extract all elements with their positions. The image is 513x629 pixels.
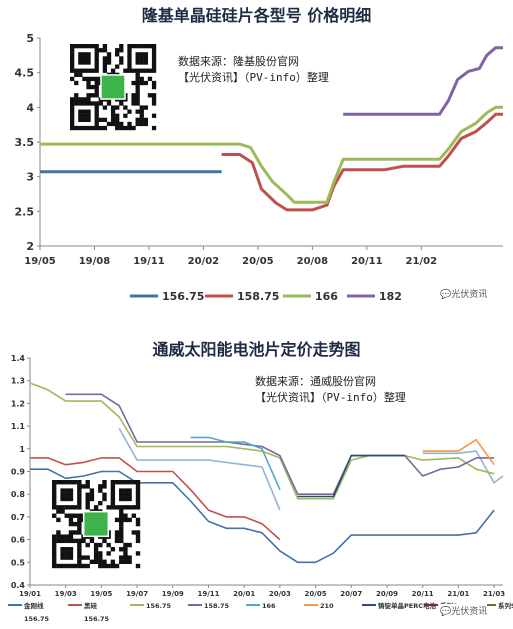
x-tick-label: 20/11	[351, 256, 383, 267]
series-line-156.75	[29, 382, 495, 500]
chart-tongwei-cell-price: 通威太阳能电池片定价走势图 0.4 0.5 0.6 0.7 0.8 0.9 1 1.1 1.2 1…	[0, 322, 513, 629]
y-tick-label: 0.6	[11, 536, 26, 545]
source-note: 数据来源：通威股份官网 【光伏资讯】（PV-info）整理	[255, 374, 406, 406]
series-line-铸锭单晶PERC电池	[297, 454, 405, 498]
chart-1-svg: 2 2.5 3 3.5 4 4.5 5 19/05 19/08 19/11 20/02 20/05 20…	[15, 32, 503, 303]
source-line-2: 【光伏资讯】（PV-info）整理	[178, 71, 329, 84]
y-tick-label: 2.5	[15, 205, 35, 218]
legend-label: 156.75	[146, 602, 172, 610]
source-note: 数据来源：隆基股份官网 【光伏资讯】（PV-info）整理	[178, 54, 329, 86]
watermark-text: 光伏资讯	[451, 290, 488, 300]
y-tick-label: 0.8	[11, 490, 26, 499]
chart-title: 通威太阳能电池片定价走势图	[152, 340, 361, 359]
legend-label: 铸锭单晶PERC电池	[378, 601, 436, 610]
x-tick-label: 19/01	[19, 590, 41, 598]
y-tick-label: 2	[26, 240, 34, 253]
x-tick-label: 19/05	[90, 590, 112, 598]
qr-logo-icon	[82, 510, 110, 538]
x-tick-label: 20/05	[305, 590, 327, 598]
series-line-extra	[422, 450, 504, 484]
y-tick-label: 0.5	[11, 558, 26, 567]
watermark-text: 光伏资讯	[451, 607, 488, 617]
legend-label: 210	[320, 602, 334, 610]
series-line-166	[190, 436, 281, 491]
y-tick-label: 4.5	[15, 67, 35, 80]
y-tick-label: 0.9	[11, 468, 26, 477]
series-line-210	[422, 438, 495, 466]
x-tick-label: 19/03	[55, 590, 77, 598]
source-line-1: 数据来源：通威股份官网	[255, 375, 376, 388]
legend-label: 158.75	[237, 290, 279, 303]
legend-label: 182	[379, 290, 402, 303]
legend-label: 166	[315, 290, 338, 303]
x-tick-label: 19/11	[197, 590, 219, 598]
y-tick-label: 3	[26, 171, 34, 184]
series-line-黑硅 156.75	[30, 457, 281, 541]
series-line-158.75	[65, 393, 495, 495]
legend-label: 156.75	[162, 290, 204, 303]
x-tick-label: 19/07	[126, 590, 148, 598]
y-tick-label: 1	[19, 445, 25, 454]
x-tick-label: 20/09	[376, 590, 398, 598]
legend-label: 156.75	[84, 615, 110, 623]
x-tick-label: 19/08	[79, 256, 111, 267]
chart-title: 隆基单晶硅硅片各型号 价格明细	[141, 6, 372, 25]
x-tick-label: 19/05	[24, 256, 56, 267]
x-tick-label: 20/01	[233, 590, 255, 598]
x-tick-label: 21/01	[447, 590, 469, 598]
chart-longi-wafer-price: 隆基单晶硅硅片各型号 价格明细 2 2.5 3 3.5 4 4.5 5 19/05 19/08 1…	[14, 6, 503, 303]
x-tick-label: 20/05	[242, 256, 274, 267]
y-tick-label: 4	[26, 101, 34, 114]
y-tick-label: 1.4	[11, 354, 26, 363]
source-line-1: 数据来源：隆基股份官网	[178, 55, 299, 68]
x-tick-label: 19/11	[133, 256, 165, 267]
qr-code	[70, 44, 157, 131]
y-tick-label: 5	[26, 32, 34, 45]
qr-code	[52, 480, 141, 569]
qr-logo-icon	[100, 74, 126, 100]
x-tick-label: 20/02	[188, 256, 220, 267]
y-tick-label: 1.1	[11, 422, 26, 431]
legend-label: 金刚线	[23, 601, 44, 610]
y-tick-label: 3.5	[15, 136, 35, 149]
watermark: 💬光伏资讯	[440, 604, 488, 617]
x-tick-label: 20/03	[269, 590, 291, 598]
x-tick-label: 20/07	[340, 590, 362, 598]
source-line-2: 【光伏资讯】（PV-info）整理	[255, 391, 406, 404]
legend-label: 158.75	[204, 602, 230, 610]
y-tick-label: 1.3	[11, 377, 25, 386]
chart-2-svg: 0.4 0.5 0.6 0.7 0.8 0.9 1 1.1 1.2 1.3 1.4 19/01 19/0…	[8, 354, 513, 623]
x-tick-label: 20/11	[412, 590, 434, 598]
series-line-158.75	[221, 112, 503, 212]
legend-label: 系列9	[498, 601, 513, 610]
wechat-icon: 💬	[440, 290, 452, 300]
watermark: 💬光伏资讯	[440, 287, 487, 300]
x-tick-label: 21/03	[483, 590, 505, 598]
x-tick-label: 20/08	[297, 256, 329, 267]
series-line-金刚线 156.75	[30, 468, 495, 564]
wechat-icon: 💬	[440, 607, 452, 617]
series-line-extra	[118, 428, 281, 511]
legend-label: 156.75	[24, 615, 50, 623]
legend-label: 166	[262, 602, 276, 610]
y-tick-label: 0.4	[11, 581, 26, 590]
series-line-182	[343, 46, 503, 116]
legend-label: 黑硅	[84, 601, 98, 610]
y-tick-label: 0.7	[11, 513, 25, 522]
separator	[0, 316, 513, 322]
y-tick-label: 1.2	[11, 399, 25, 408]
series-line-166	[40, 105, 503, 204]
x-tick-label: 19/09	[162, 590, 184, 598]
x-tick-label: 21/02	[406, 256, 438, 267]
